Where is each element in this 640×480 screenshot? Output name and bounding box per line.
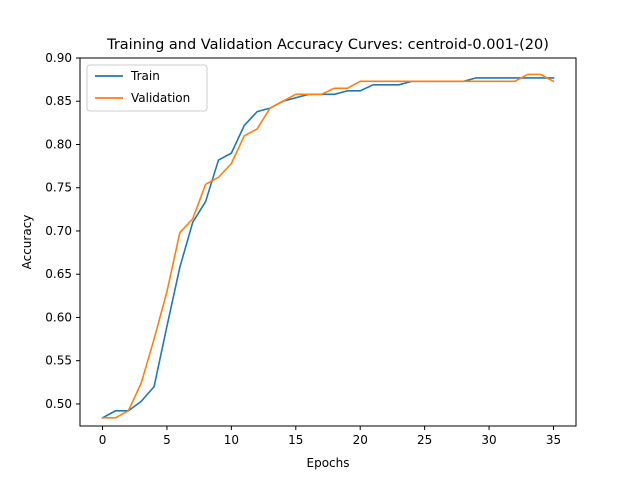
x-tick-label: 10 — [224, 433, 239, 447]
x-tick-label: 5 — [163, 433, 171, 447]
y-tick-label: 0.65 — [45, 267, 72, 281]
x-tick-label: 35 — [546, 433, 561, 447]
x-axis: 0 5 10 15 20 25 30 35 — [99, 426, 561, 447]
x-tick-label: 30 — [481, 433, 496, 447]
y-tick-label: 0.90 — [45, 51, 72, 65]
y-tick-label: 0.60 — [45, 310, 72, 324]
chart-title: Training and Validation Accuracy Curves:… — [106, 37, 549, 53]
legend-label-validation: Validation — [131, 91, 190, 105]
y-tick-label: 0.75 — [45, 181, 72, 195]
x-tick-label: 15 — [288, 433, 303, 447]
series-layer — [101, 73, 555, 419]
series-line-train — [101, 77, 555, 419]
y-tick-label: 0.50 — [45, 397, 72, 411]
plot-frame — [79, 57, 577, 427]
y-tick-label: 0.70 — [45, 224, 72, 238]
x-tick-label: 25 — [417, 433, 432, 447]
y-tick-label: 0.85 — [45, 94, 72, 108]
y-tick-label: 0.80 — [45, 137, 72, 151]
y-axis-title: Accuracy — [20, 215, 34, 270]
x-tick-label: 0 — [99, 433, 107, 447]
legend: Train Validation — [86, 64, 208, 112]
y-tick-label: 0.55 — [45, 354, 72, 368]
legend-label-train: Train — [130, 69, 160, 83]
y-axis: 0.50 0.55 0.60 0.65 0.70 0.75 0.80 0.85 0.90 — [45, 51, 80, 411]
x-axis-title: Epochs — [307, 456, 350, 470]
series-line-validation — [101, 73, 555, 419]
x-tick-label: 20 — [353, 433, 368, 447]
